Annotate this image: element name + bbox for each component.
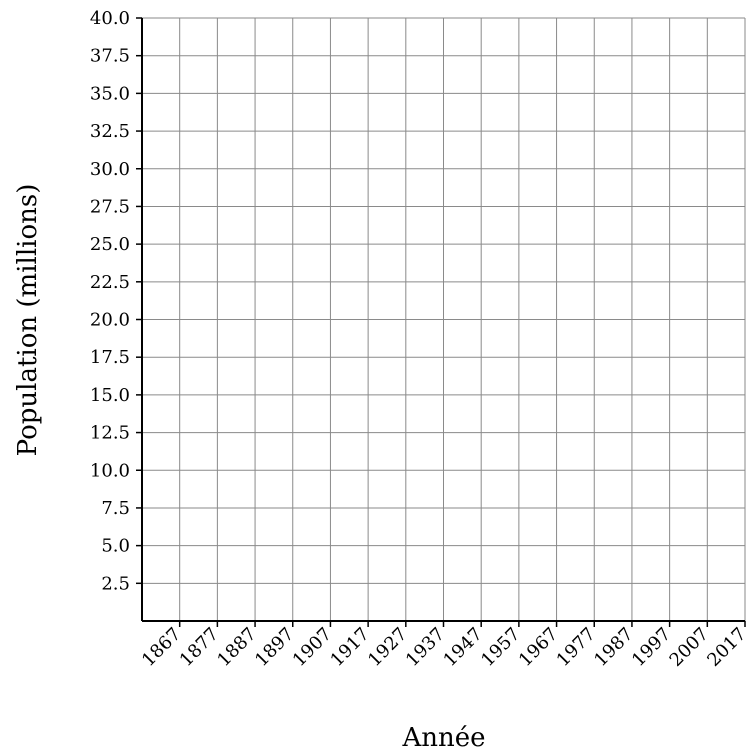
- x-tick-label: 1877: [176, 624, 223, 671]
- y-tick-label: 20.0: [90, 310, 130, 331]
- y-tick-label: 12.5: [90, 423, 130, 444]
- x-tick-label: 1997: [628, 624, 675, 671]
- y-tick-label: 37.5: [90, 46, 130, 67]
- x-tick-label: 1947: [439, 624, 486, 671]
- y-axis-ticks: 2.5 5.0 7.5 10.0 12.5 15.0 17.5 20.0 22.5 25.0 27.…: [90, 8, 142, 594]
- y-tick-label: 5.0: [101, 536, 130, 557]
- x-tick-label: 1987: [590, 624, 637, 671]
- x-tick-label: 1867: [138, 624, 185, 671]
- y-tick-label: 22.5: [90, 272, 130, 293]
- x-tick-label: 1897: [251, 624, 298, 671]
- x-tick-label: 1957: [477, 624, 524, 671]
- y-tick-label: 40.0: [90, 8, 130, 29]
- y-tick-label: 17.5: [90, 347, 130, 368]
- x-tick-label: 1927: [364, 624, 411, 671]
- x-axis-ticks: 1867187718871897190719171927193719471957…: [138, 621, 748, 671]
- y-axis-title: Population (millions): [13, 184, 43, 457]
- x-tick-label: 2007: [666, 624, 713, 671]
- x-tick-label: 2017: [703, 624, 748, 671]
- x-tick-label: 1937: [402, 624, 449, 671]
- x-tick-label: 1887: [213, 624, 260, 671]
- y-tick-label: 32.5: [90, 121, 130, 142]
- x-tick-label: 1967: [515, 624, 562, 671]
- y-tick-label: 35.0: [90, 83, 130, 104]
- y-tick-label: 15.0: [90, 385, 130, 406]
- y-tick-label: 27.5: [90, 196, 130, 217]
- grid: [142, 17, 746, 621]
- y-tick-label: 2.5: [101, 573, 130, 594]
- x-tick-label: 1907: [289, 624, 336, 671]
- y-tick-label: 30.0: [90, 159, 130, 180]
- x-tick-label: 1917: [326, 624, 373, 671]
- x-tick-label: 1977: [553, 624, 600, 671]
- y-tick-label: 10.0: [90, 460, 130, 481]
- y-tick-label: 7.5: [101, 498, 130, 519]
- x-axis-title: Année: [401, 723, 485, 751]
- y-tick-label: 25.0: [90, 234, 130, 255]
